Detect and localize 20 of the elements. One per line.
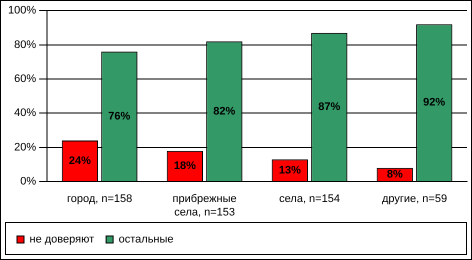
y-tick-label: 80% bbox=[14, 38, 36, 51]
data-label: 92% bbox=[423, 96, 446, 109]
data-label: 13% bbox=[278, 164, 302, 176]
data-label: 8% bbox=[386, 168, 403, 181]
data-label: 87% bbox=[318, 100, 340, 113]
data-label: 24% bbox=[68, 154, 92, 167]
legend-label: не доверяют bbox=[30, 234, 94, 246]
x-tick-label: села, n=154 bbox=[279, 193, 340, 206]
y-tick-label: 40% bbox=[14, 107, 36, 120]
y-tick-label: 20% bbox=[14, 141, 36, 154]
y-tick-label: 0% bbox=[20, 176, 36, 188]
y-tick-label: 60% bbox=[14, 73, 36, 86]
x-tick-label: прибрежные села, n=153 bbox=[172, 193, 237, 218]
data-label: 18% bbox=[174, 160, 196, 172]
x-tick-label: город, n=158 bbox=[66, 193, 132, 206]
data-label: 76% bbox=[108, 110, 131, 122]
x-tick-label: другие, n=59 bbox=[382, 193, 448, 206]
y-tick-label: 100% bbox=[8, 4, 36, 17]
legend-label: остальные bbox=[118, 234, 174, 246]
data-label: 82% bbox=[213, 105, 236, 118]
